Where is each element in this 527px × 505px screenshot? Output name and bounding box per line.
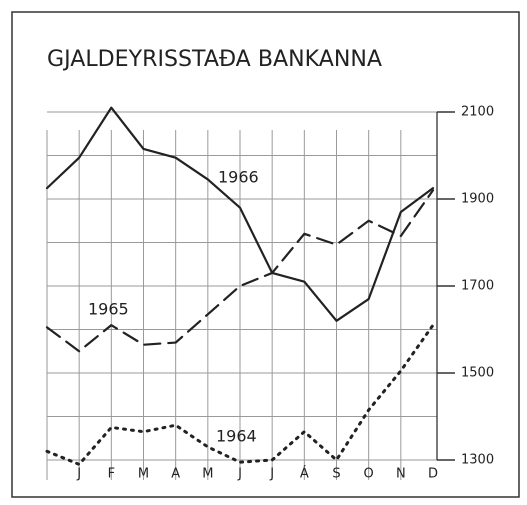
x-tick-label: J (76, 467, 81, 482)
y-tick-label: 1700 (461, 279, 494, 294)
series-line (45, 106, 435, 322)
x-tick-label: F (108, 467, 115, 482)
series-label: 1965 (88, 300, 129, 319)
x-tick-label: M (202, 467, 213, 482)
y-tick-label: 1500 (461, 366, 494, 381)
x-tick-label: N (396, 467, 406, 482)
series-line (45, 189, 435, 353)
frame (11, 11, 520, 498)
x-tick-label: S (332, 467, 340, 482)
x-tick-label: Á (300, 466, 309, 482)
series-line (45, 323, 435, 466)
series-label: 1964 (216, 427, 257, 446)
y-tick-label: 1900 (461, 192, 494, 207)
y-tick-label: 1300 (461, 453, 494, 468)
chart-title: GJALDEYRISSTAÐA BANKANNA (47, 47, 382, 72)
x-tick-label: J (269, 467, 274, 482)
x-tick-label: J (237, 467, 242, 482)
y-tick-label: 2100 (461, 105, 494, 120)
x-tick-label: O (364, 467, 374, 482)
x-tick-label: A (171, 467, 180, 482)
x-tick-label: M (138, 467, 149, 482)
x-tick-label: D (428, 467, 438, 482)
series-label: 1966 (218, 168, 259, 187)
